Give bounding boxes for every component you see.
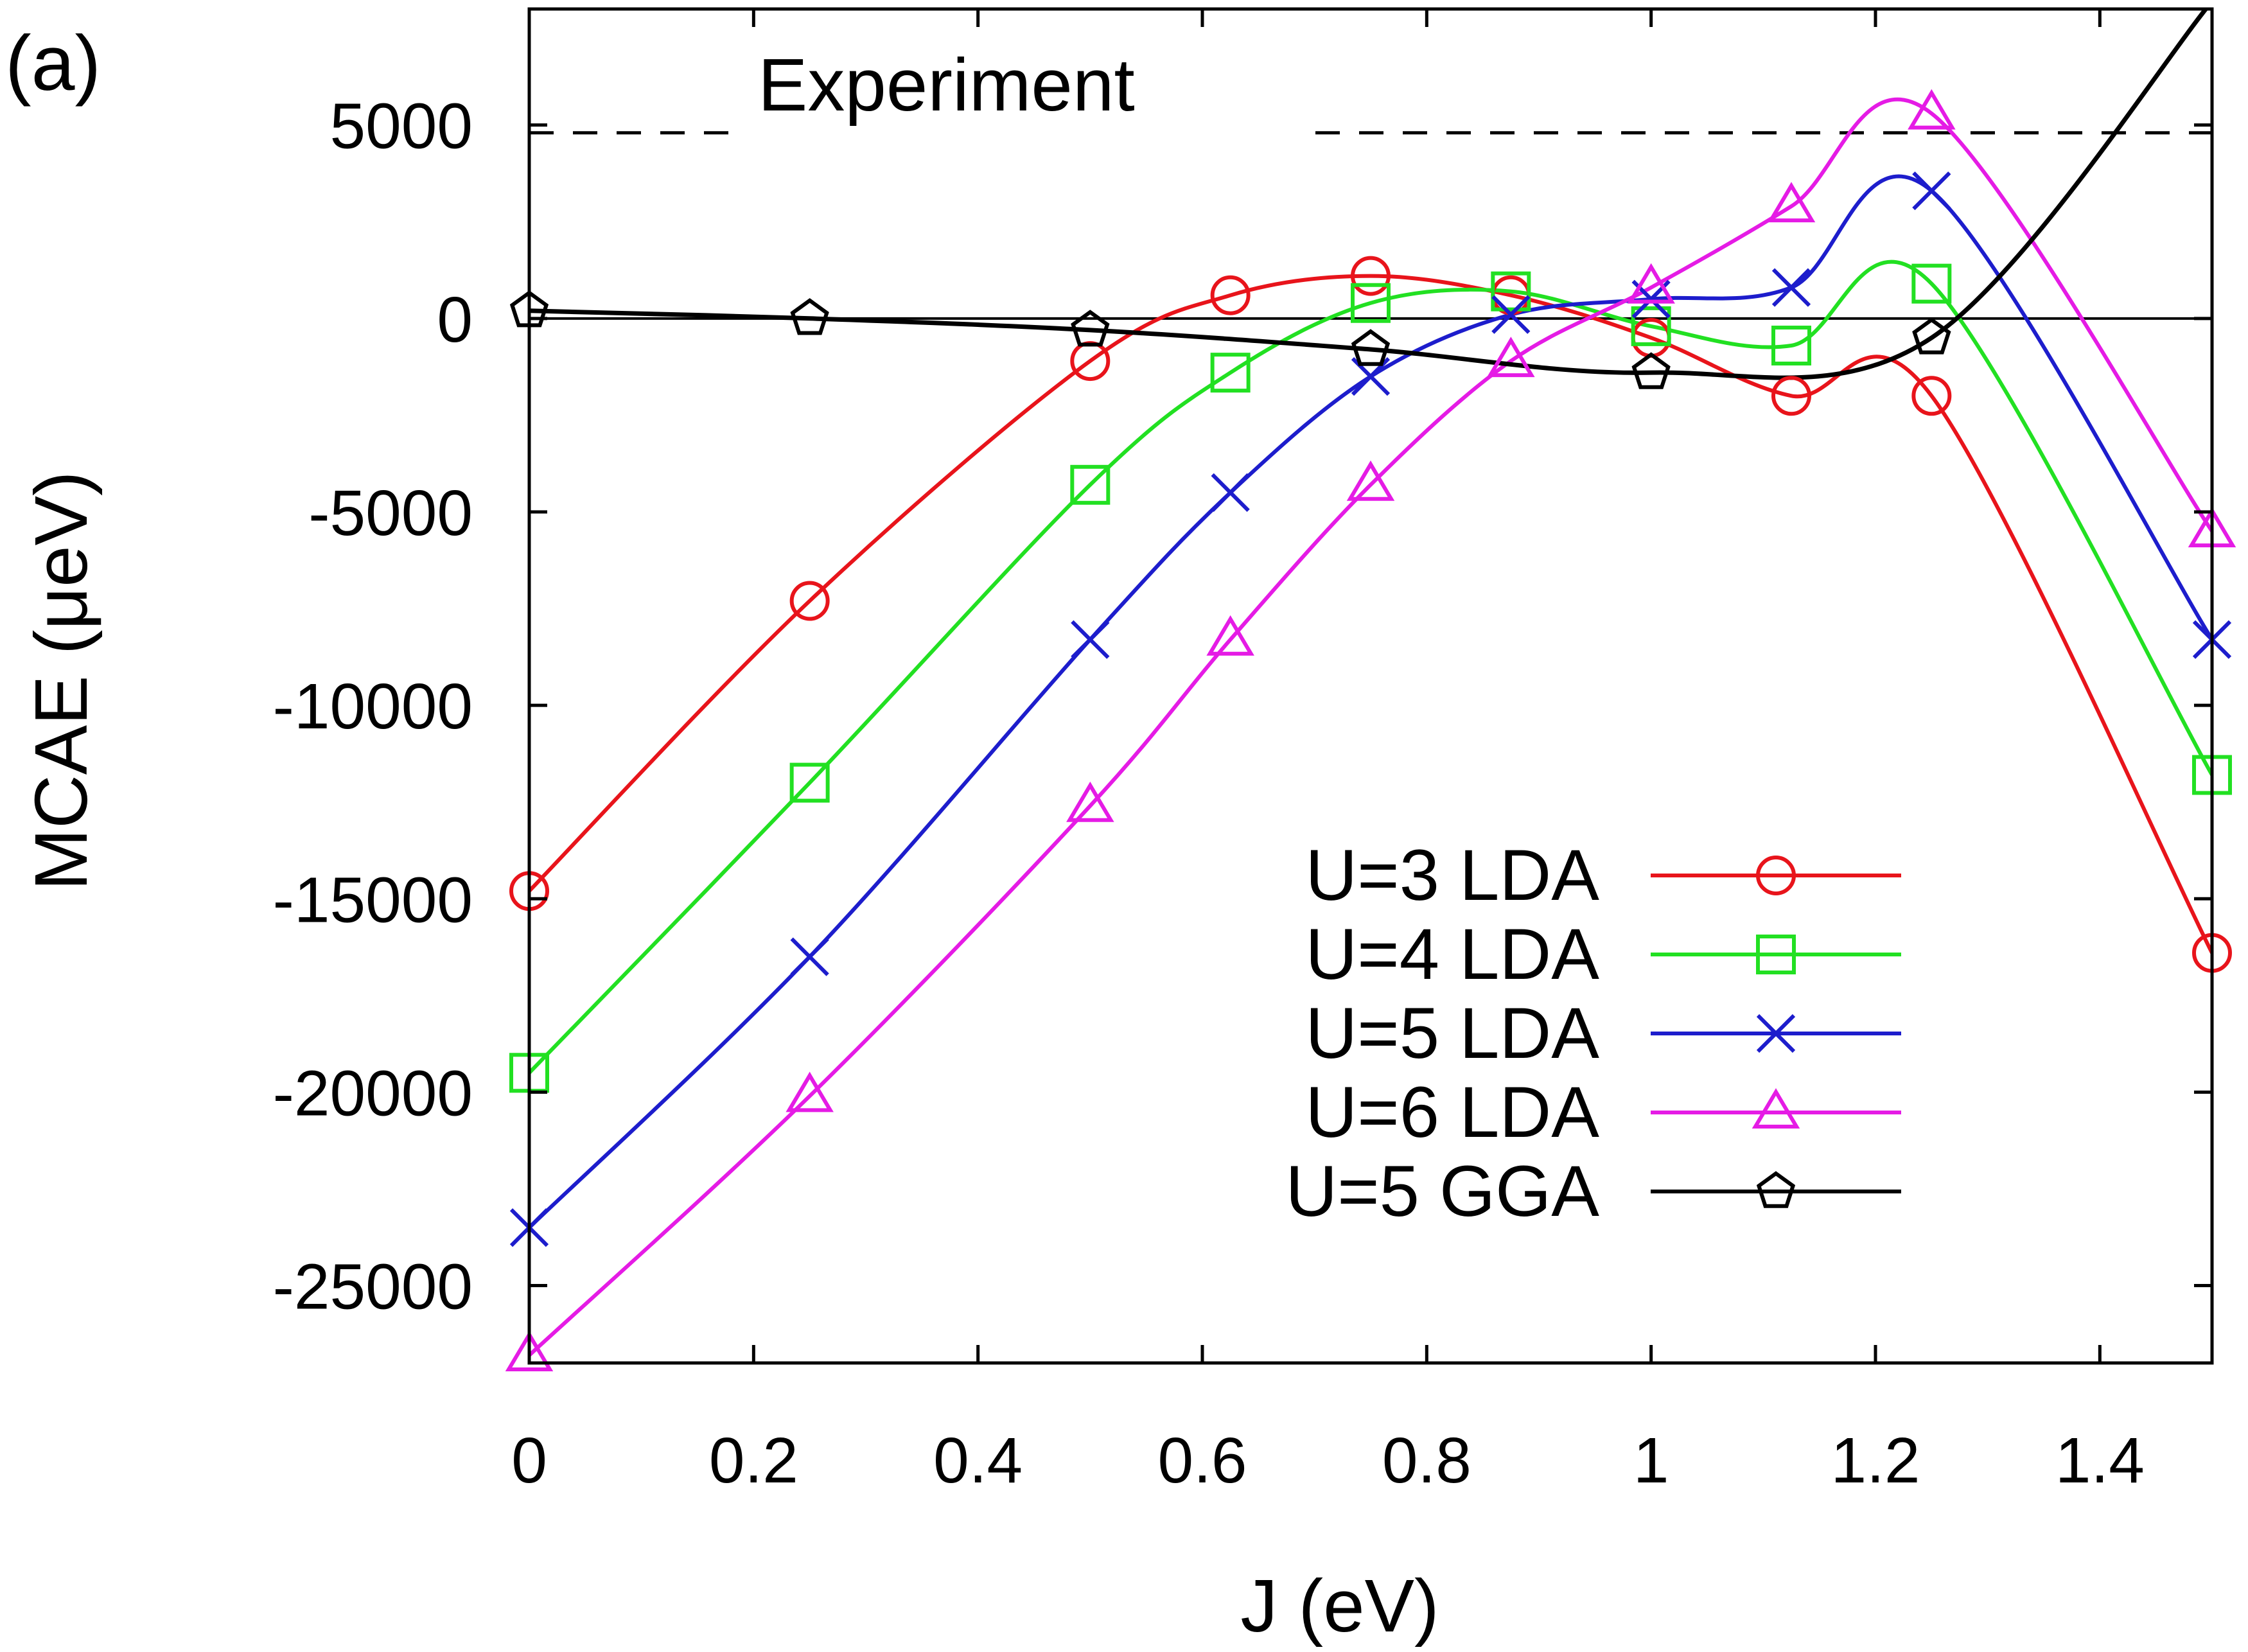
y-axis-title: MCAE (μeV) [19,471,103,890]
data-point-u-5-gga [790,298,829,335]
data-point-u-6-lda [505,1331,554,1371]
data-point-u-6-lda [1908,89,1956,130]
data-point-u-5-lda [1491,295,1531,334]
data-point-u-5-gga [1071,310,1110,347]
legend-marker-u-5-gga [1756,1171,1796,1208]
legend-label-u-6-lda: U=6 LDA [1305,1072,1599,1152]
data-point-u-5-gga [1631,352,1671,389]
legend-marker-u-5-lda [1756,1014,1796,1053]
data-point-u-5-lda [790,937,829,976]
y-tick-label: -15000 [273,864,473,936]
data-point-u-5-gga [1912,317,1951,355]
tick-labels: -25000 -20000 -15000 -10000 -5000 0 5000 0 0.2 0.… [273,91,2145,1497]
x-tick-label: 1.2 [1831,1425,1920,1497]
data-point-u-4-lda [1771,325,1811,365]
data-point-u-6-lda [786,1071,834,1112]
y-tick-label: -5000 [308,477,473,549]
data-point-u-3-lda [1210,275,1251,315]
series-line-u-5-lda [529,174,2212,1229]
x-tick-label: 0 [511,1425,547,1497]
reference-label-mask [745,123,1297,142]
data-point-u-4-lda [1631,306,1671,346]
series-line-u-3-lda [529,274,2212,954]
data-point-u-6-lda [1066,781,1114,822]
data-point-u-4-lda [789,762,830,803]
x-tick-label: 0.2 [709,1425,798,1497]
data-point-u-6-lda [1487,337,1535,378]
data-point-u-4-lda [1210,353,1251,393]
y-tick-label: -25000 [273,1251,473,1323]
y-tick-label: 0 [437,284,473,356]
x-tick-label: 1.4 [2055,1425,2145,1497]
x-tick-label: 0.8 [1382,1425,1471,1497]
data-point-u-6-lda [1346,460,1395,501]
data-point-u-6-lda [1767,182,1816,223]
series-line-u-5-gga [529,9,2209,380]
legend-label-u-3-lda: U=3 LDA [1305,835,1599,915]
data-point-u-4-lda [1070,464,1111,505]
legend-marker-u-6-lda [1752,1088,1800,1129]
data-point-u-4-lda [1491,271,1531,312]
data-point-u-4-lda [1911,263,1952,304]
data-point-u-6-lda [1627,263,1675,304]
data-point-u-3-lda [1911,376,1952,416]
data-point-u-3-lda [789,581,830,621]
data-point-u-3-lda [1771,376,1811,416]
panel-label: (a) [5,19,101,107]
data-point-u-3-lda [1351,256,1391,296]
y-tick-label: -20000 [273,1057,473,1129]
legend-label-u-5-lda: U=5 LDA [1305,993,1599,1073]
y-tick-label: 5000 [330,91,473,163]
axes [527,7,2214,1365]
data-point-u-5-lda [1771,268,1811,307]
series-line-u-4-lda [529,259,2212,1075]
series-curves [529,9,2212,1357]
plot-frame [527,7,2214,1365]
data-point-u-6-lda [1206,615,1254,656]
data-point-u-5-lda [1071,620,1110,659]
legend-marker-u-4-lda [1756,935,1796,974]
reference-line-label: Experiment [758,43,1135,127]
x-axis-title: J (eV) [1240,1564,1439,1648]
data-point-u-5-gga [1351,329,1391,366]
legend-label-u-4-lda: U=4 LDA [1305,914,1599,994]
x-tick-label: 0.6 [1157,1425,1247,1497]
data-point-u-5-lda [1912,171,1951,211]
y-tick-label: -10000 [273,671,473,743]
legend-label-u-5-gga: U=5 GGA [1285,1151,1599,1231]
x-tick-label: 1 [1633,1425,1669,1497]
legend-marker-u-3-lda [1756,856,1796,895]
data-point-u-5-lda [1211,473,1250,512]
series-line-u-6-lda [529,97,2212,1357]
data-point-u-4-lda [1351,283,1391,323]
x-tick-label: 0.4 [933,1425,1023,1497]
